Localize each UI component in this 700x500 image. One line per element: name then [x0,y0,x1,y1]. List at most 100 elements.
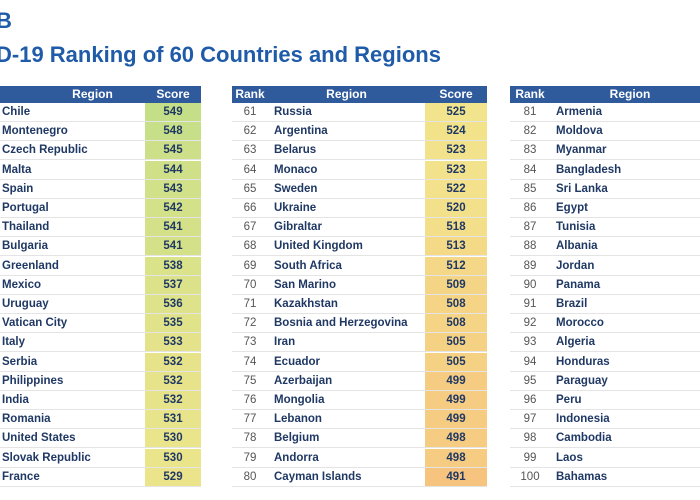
region-cell: United States [0,429,145,449]
column-header: Rank [232,86,268,103]
score-cell: 537 [145,275,201,295]
region-cell: Thailand [0,218,145,238]
score-cell: 532 [145,391,201,410]
column-header: Score [145,86,201,103]
region-cell: Mexico [0,276,145,295]
region-cell: Paraguay [550,372,700,391]
region-cell: South Africa [268,257,425,276]
score-cell: 549 [145,103,201,122]
rank-cell: 65 [232,180,268,199]
score-cell: 548 [145,122,201,142]
region-cell: Czech Republic [0,141,145,161]
rank-cell: 61 [232,103,268,122]
score-cell: 523 [425,141,487,161]
rank-cell: 92 [510,314,550,334]
region-cell: Kazakhstan [268,295,425,314]
region-cell: Iran [268,333,425,353]
region-cell: Sri Lanka [550,180,700,199]
region-cell: United Kingdom [268,237,425,257]
rank-cell: 74 [232,353,268,372]
column-header: Rank [510,86,550,103]
score-cell: 531 [145,410,201,430]
score-cell: 498 [425,429,487,449]
region-cell: Monaco [268,161,425,180]
rank-cell: 67 [232,218,268,238]
rank-cell: 83 [510,141,550,161]
region-cell: Russia [268,103,425,122]
score-cell: 545 [145,141,201,161]
score-cell: 544 [145,160,201,180]
score-cell: 542 [145,199,201,218]
region-cell: Gibraltar [268,218,425,238]
score-cell: 530 [145,429,201,449]
region-cell: Cambodia [550,429,700,449]
rank-cell: 79 [232,449,268,468]
region-cell: Albania [550,237,700,257]
region-cell: Sweden [268,180,425,199]
badge: B [0,8,12,33]
rank-cell: 86 [510,199,550,218]
rank-cell: 94 [510,353,550,372]
score-cell: 522 [425,179,487,199]
region-cell: Armenia [550,103,700,122]
region-cell: Panama [550,276,700,295]
region-cell: Philippines [0,372,145,391]
rank-cell: 80 [232,468,268,487]
region-cell: Belgium [268,429,425,449]
score-cell: 499 [425,410,487,430]
region-cell: Andorra [268,449,425,468]
rank-cell: 82 [510,122,550,142]
region-cell: Uruguay [0,295,145,314]
region-cell: Spain [0,180,145,199]
score-cell: 523 [425,160,487,180]
score-cell: 508 [425,314,487,334]
region-cell: Laos [550,449,700,468]
region-cell: Slovak Republic [0,449,145,468]
rank-cell: 93 [510,333,550,353]
region-cell: Tunisia [550,218,700,238]
region-cell: Cayman Islands [268,468,425,487]
region-cell: Bosnia and Herzegovina [268,314,425,334]
score-cell: 530 [145,448,201,468]
rank-cell: 63 [232,141,268,161]
region-cell: Morocco [550,314,700,334]
column-header: Region [550,86,700,103]
score-cell: 505 [425,352,487,372]
rank-cell: 99 [510,449,550,468]
region-cell: Romania [0,410,145,430]
column-header: Region [268,86,425,103]
rank-cell: 78 [232,429,268,449]
score-cell: 499 [425,391,487,410]
region-cell: Algeria [550,333,700,353]
score-cell: 499 [425,371,487,391]
rank-cell: 70 [232,276,268,295]
region-cell: Portugal [0,199,145,218]
score-cell: 538 [145,256,201,276]
rank-cell: 75 [232,372,268,391]
rank-cell: 100 [510,468,550,487]
score-cell: 525 [425,103,487,122]
score-cell: 518 [425,218,487,238]
region-cell: Myanmar [550,141,700,161]
region-cell: France [0,468,145,487]
region-cell: Indonesia [550,410,700,430]
rank-cell: 68 [232,237,268,257]
score-cell: 491 [425,467,487,487]
rank-cell: 77 [232,410,268,430]
region-cell: Vatican City [0,314,145,334]
region-cell: Ukraine [268,199,425,218]
score-cell: 541 [145,218,201,238]
region-cell: Moldova [550,122,700,142]
region-cell: Egypt [550,199,700,218]
region-cell: Belarus [268,141,425,161]
region-cell: Bangladesh [550,161,700,180]
region-cell: Malta [0,161,145,180]
title: D-19 Ranking of 60 Countries and Regions [0,42,441,67]
region-cell: Mongolia [268,391,425,410]
score-cell: 505 [425,333,487,353]
score-cell: 512 [425,256,487,276]
rank-cell: 98 [510,429,550,449]
region-cell: Chile [0,103,145,122]
region-cell: Brazil [550,295,700,314]
region-cell: Serbia [0,353,145,372]
